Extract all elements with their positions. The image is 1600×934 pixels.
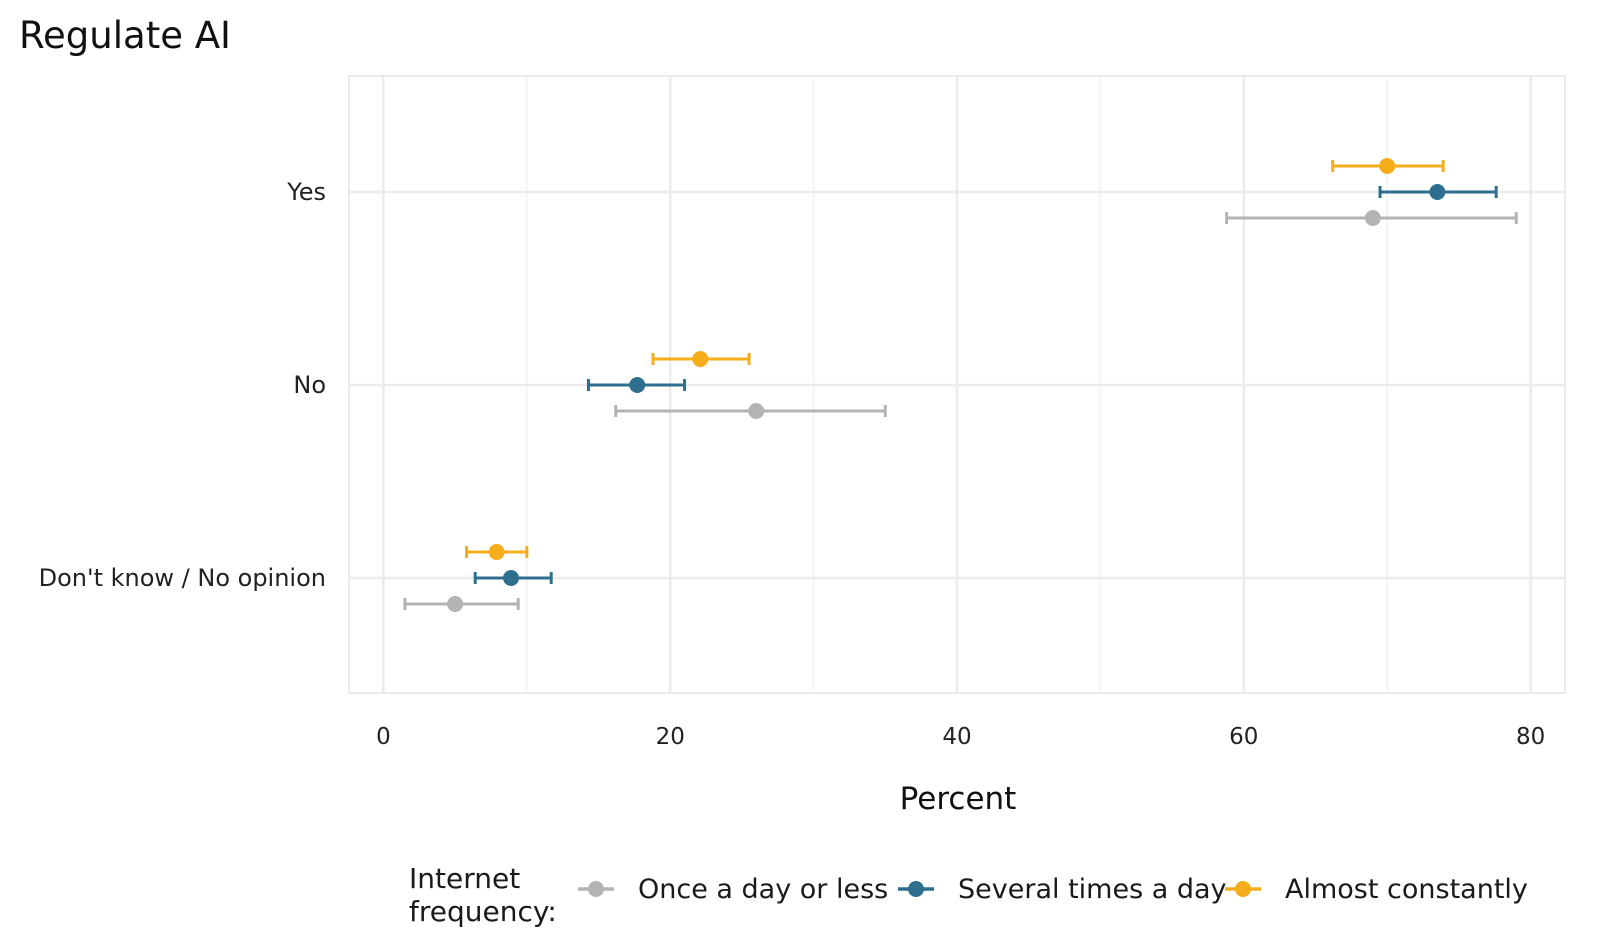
point-several-times-a-day-no bbox=[629, 377, 646, 393]
point-almost-constantly-no bbox=[692, 351, 709, 367]
category-label-don-t-know-no-opinion: Don't know / No opinion bbox=[39, 564, 326, 592]
x-axis-title: Percent bbox=[900, 781, 1017, 817]
legend-label: Almost constantly bbox=[1285, 874, 1528, 905]
legend-item-once-a-day-or-less: Once a day or less bbox=[578, 874, 888, 905]
point-several-times-a-day-yes bbox=[1429, 184, 1446, 200]
point-several-times-a-day-don-t-know-no-opinion bbox=[503, 570, 520, 586]
x-tick-label-40: 40 bbox=[942, 724, 971, 750]
x-tick-label-0: 0 bbox=[376, 724, 391, 750]
legend-item-several-times-a-day: Several times a day bbox=[898, 874, 1227, 905]
point-almost-constantly-don-t-know-no-opinion bbox=[488, 544, 505, 560]
legend: Internet frequency: Once a day or less Se… bbox=[409, 862, 1528, 928]
legend-title-line-1: Internet bbox=[409, 862, 520, 895]
point-once-a-day-or-less-yes bbox=[1364, 210, 1381, 226]
category-labels: Yes No Don't know / No opinion bbox=[39, 178, 326, 592]
point-once-a-day-or-less-no bbox=[748, 403, 765, 419]
series-several-times-a-day bbox=[473, 184, 1498, 586]
x-tick-label-60: 60 bbox=[1229, 724, 1258, 750]
data-marks bbox=[403, 158, 1518, 612]
x-tick-labels: 0 20 40 60 80 bbox=[376, 724, 1545, 750]
legend-label: Several times a day bbox=[958, 874, 1227, 905]
legend-title: Internet frequency: bbox=[409, 862, 557, 928]
legend-title-line-2: frequency: bbox=[409, 895, 557, 928]
legend-key-point bbox=[908, 881, 924, 897]
category-label-no: No bbox=[293, 371, 326, 399]
point-almost-constantly-yes bbox=[1379, 158, 1396, 174]
category-label-yes: Yes bbox=[286, 178, 326, 206]
x-tick-label-20: 20 bbox=[656, 724, 685, 750]
legend-key-point bbox=[1235, 881, 1251, 897]
x-tick-label-80: 80 bbox=[1516, 724, 1545, 750]
legend-key-point bbox=[588, 881, 604, 897]
grid-lines bbox=[349, 76, 1565, 693]
series-almost-constantly bbox=[465, 158, 1445, 560]
chart-title: Regulate AI bbox=[19, 14, 231, 57]
legend-items: Once a day or less Several times a day Alm… bbox=[578, 874, 1528, 905]
point-once-a-day-or-less-don-t-know-no-opinion bbox=[447, 596, 464, 612]
legend-label: Once a day or less bbox=[638, 874, 888, 905]
series-once-a-day-or-less bbox=[403, 210, 1518, 612]
legend-item-almost-constantly: Almost constantly bbox=[1225, 874, 1528, 905]
